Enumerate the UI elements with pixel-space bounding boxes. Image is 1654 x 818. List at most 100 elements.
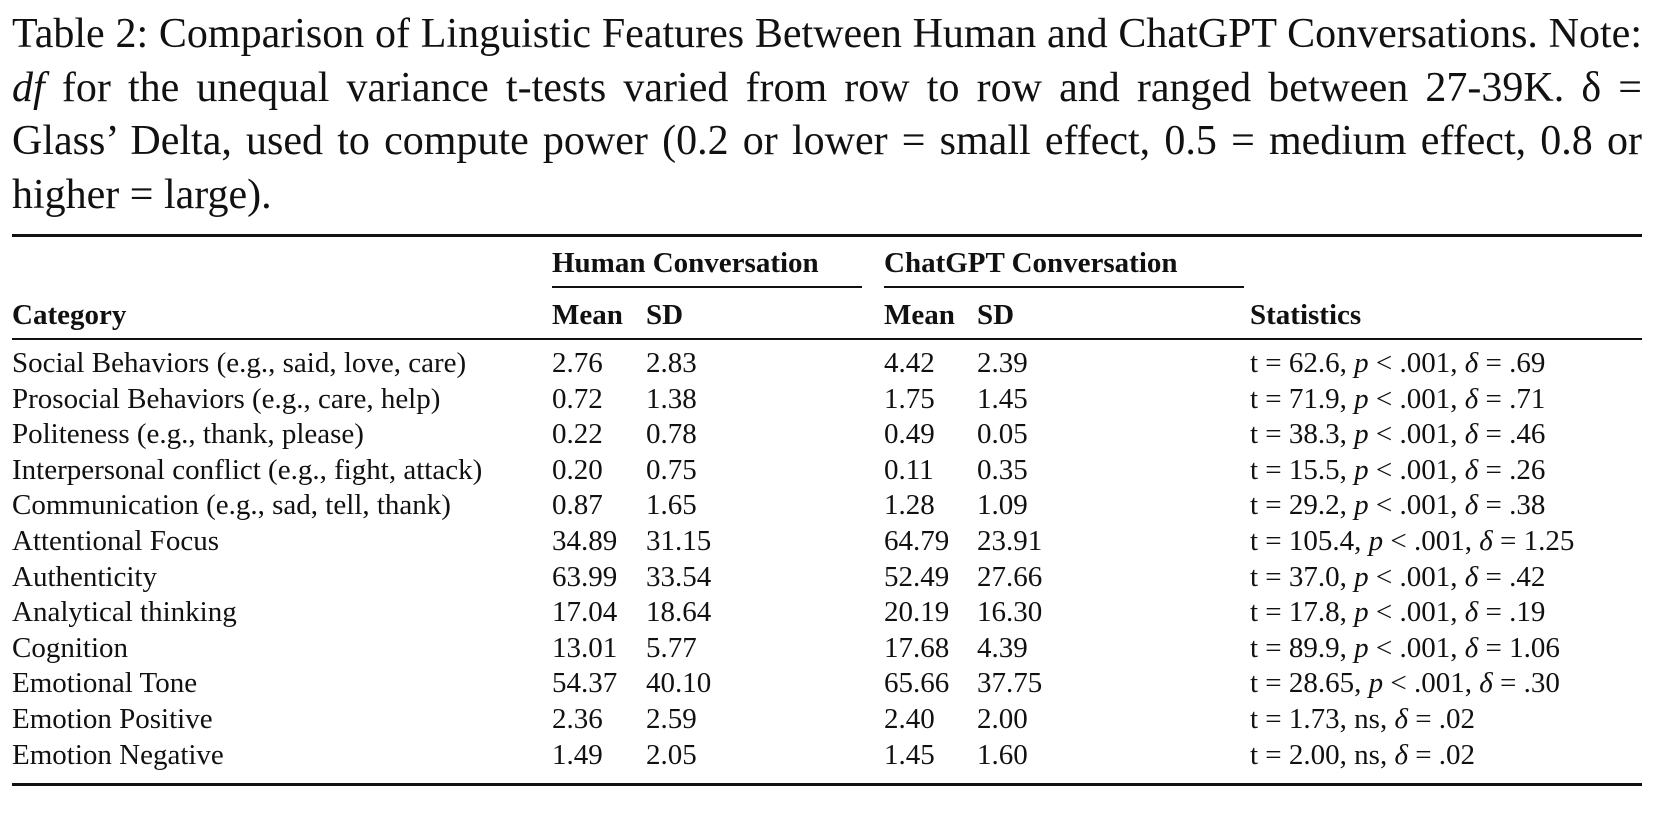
human-sd-cell: 40.10	[646, 667, 712, 700]
chatgpt-mean-cell: 17.68	[884, 631, 950, 664]
human-sd-cell: 0.75	[646, 453, 697, 486]
chatgpt-group-underline	[884, 286, 1244, 288]
p-value: < .001,	[1368, 560, 1465, 593]
table-row: Prosocial Behaviors (e.g., care, help) 0…	[0, 382, 1654, 418]
p-value: < .001,	[1368, 453, 1465, 486]
delta-value: = .19	[1478, 596, 1546, 629]
chatgpt-sd-cell: 1.60	[977, 738, 1028, 771]
chatgpt-sd-cell: 2.00	[977, 702, 1028, 735]
delta-symbol: δ	[1479, 524, 1493, 557]
chatgpt-mean-cell: 1.75	[884, 382, 935, 415]
p-symbol: p	[1368, 524, 1384, 557]
category-cell: Analytical thinking	[12, 596, 237, 629]
p-value: < .001,	[1368, 382, 1465, 415]
category-cell: Cognition	[12, 631, 129, 664]
human-sd-cell: 2.59	[646, 702, 697, 735]
delta-symbol: δ	[1394, 702, 1408, 735]
human-sd-cell: 33.54	[646, 560, 712, 593]
table-row: Interpersonal conflict (e.g., fight, att…	[0, 453, 1654, 489]
human-mean-cell: 34.89	[552, 524, 618, 557]
chatgpt-sd-cell: 23.91	[977, 524, 1043, 557]
p-symbol: p	[1354, 489, 1369, 522]
caption-df-symbol: df	[12, 64, 45, 111]
t-stat: t = 28.65,	[1250, 667, 1369, 700]
delta-symbol: δ	[1464, 418, 1479, 451]
chatgpt-sd-cell: 0.35	[977, 453, 1028, 486]
t-stat: t = 2.00, ns,	[1250, 738, 1395, 771]
delta-symbol: δ	[1479, 667, 1493, 700]
p-symbol: p	[1354, 560, 1369, 593]
category-cell: Authenticity	[12, 560, 157, 593]
chatgpt-mean-cell: 0.11	[884, 453, 934, 486]
header-rule	[12, 338, 1642, 340]
top-rule	[12, 234, 1642, 237]
p-symbol: p	[1368, 667, 1384, 700]
delta-symbol: δ	[1464, 347, 1479, 379]
statistics-cell: t = 15.5, p < .001, δ = .26	[1250, 453, 1545, 489]
t-stat: t = 62.6,	[1250, 347, 1355, 379]
chatgpt-mean-cell: 52.49	[884, 560, 950, 593]
caption-prefix: Table 2: Comparison of Linguistic Featur…	[12, 11, 1642, 57]
delta-symbol: δ	[1464, 631, 1479, 664]
chatgpt-sd-cell: 1.45	[977, 382, 1028, 415]
table-row: Communication (e.g., sad, tell, thank) 0…	[0, 488, 1654, 524]
category-cell: Communication (e.g., sad, tell, thank)	[12, 489, 451, 522]
statistics-cell: t = 1.73, ns, δ = .02	[1250, 702, 1475, 738]
t-stat: t = 15.5,	[1250, 453, 1355, 486]
chatgpt-sd-cell: 0.05	[977, 418, 1028, 451]
delta-value: = 1.06	[1478, 631, 1560, 664]
p-symbol: p	[1354, 631, 1369, 664]
p-symbol: p	[1354, 596, 1369, 629]
bottom-rule	[12, 783, 1642, 786]
table-row: Authenticity 63.99 33.54 52.49 27.66 t =…	[0, 560, 1654, 596]
human-sd-cell: 18.64	[646, 596, 712, 629]
p-symbol: p	[1354, 347, 1369, 379]
delta-value: = .71	[1478, 382, 1546, 415]
human-mean-cell: 0.87	[552, 489, 603, 522]
human-mean-cell: 0.22	[552, 418, 603, 451]
table-row: Emotion Positive 2.36 2.59 2.40 2.00 t =…	[0, 702, 1654, 738]
chatgpt-sd-cell: 16.30	[977, 596, 1043, 629]
header-chatgpt-sd: SD	[977, 299, 1015, 331]
human-sd-cell: 0.78	[646, 418, 697, 451]
delta-symbol: δ	[1464, 382, 1479, 415]
statistics-cell: t = 71.9, p < .001, δ = .71	[1250, 382, 1545, 418]
chatgpt-sd-cell: 1.09	[977, 489, 1028, 522]
header-statistics: Statistics	[1250, 299, 1362, 331]
human-mean-cell: 54.37	[552, 667, 618, 700]
chatgpt-mean-cell: 4.42	[884, 347, 935, 379]
statistics-cell: t = 2.00, ns, δ = .02	[1250, 738, 1475, 774]
delta-value: = .02	[1407, 702, 1476, 735]
category-cell: Social Behaviors (e.g., said, love, care…	[12, 347, 467, 379]
delta-value: = .69	[1478, 347, 1546, 379]
table-row: Cognition 13.01 5.77 17.68 4.39 t = 89.9…	[0, 631, 1654, 667]
statistics-cell: t = 105.4, p < .001, δ = 1.25	[1250, 524, 1574, 560]
p-value: < .001,	[1368, 596, 1465, 629]
human-mean-cell: 1.49	[552, 738, 603, 771]
table-caption: Table 2: Comparison of Linguistic Featur…	[12, 8, 1642, 222]
table-row: Attentional Focus 34.89 31.15 64.79 23.9…	[0, 524, 1654, 560]
category-cell: Prosocial Behaviors (e.g., care, help)	[12, 382, 441, 415]
statistics-cell: t = 29.2, p < .001, δ = .38	[1250, 488, 1545, 524]
statistics-cell: t = 89.9, p < .001, δ = 1.06	[1250, 631, 1560, 667]
p-value: < .001,	[1368, 418, 1465, 451]
t-stat: t = 105.4,	[1250, 524, 1369, 557]
t-stat: t = 29.2,	[1250, 489, 1355, 522]
table-row: Emotion Negative 1.49 2.05 1.45 1.60 t =…	[0, 738, 1654, 774]
p-value: < .001,	[1368, 489, 1465, 522]
chatgpt-mean-cell: 65.66	[884, 667, 950, 700]
human-mean-cell: 2.76	[552, 347, 603, 379]
chatgpt-mean-cell: 0.49	[884, 418, 935, 451]
p-value: < .001,	[1383, 667, 1480, 700]
p-value: < .001,	[1383, 524, 1480, 557]
table-row: Social Behaviors (e.g., said, love, care…	[0, 346, 1654, 382]
p-symbol: p	[1354, 453, 1369, 486]
chatgpt-sd-cell: 4.39	[977, 631, 1028, 664]
delta-symbol: δ	[1464, 453, 1479, 486]
delta-symbol: δ	[1464, 560, 1479, 593]
category-cell: Interpersonal conflict (e.g., fight, att…	[12, 453, 483, 486]
human-group-underline	[552, 286, 862, 288]
table-row: Analytical thinking 17.04 18.64 20.19 16…	[0, 595, 1654, 631]
header-category: Category	[12, 299, 127, 331]
delta-value: = .46	[1478, 418, 1546, 451]
